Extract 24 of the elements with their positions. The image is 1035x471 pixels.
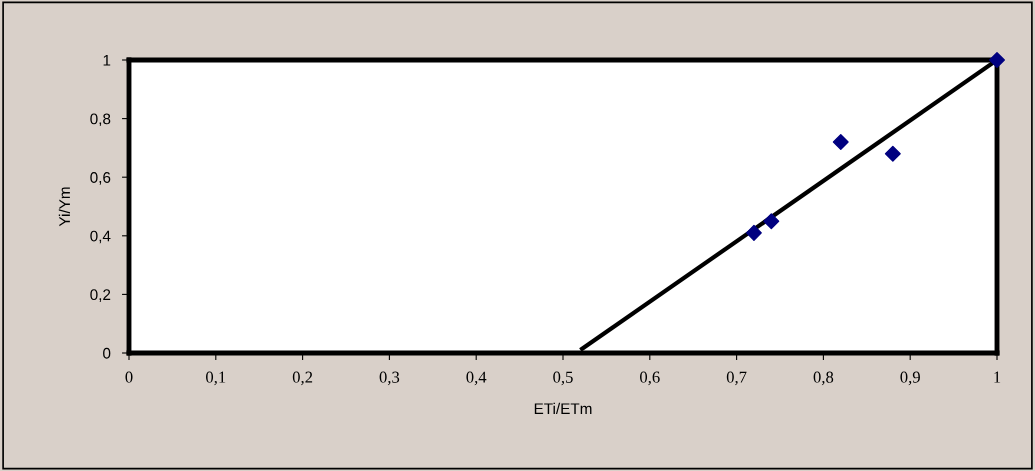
point [989,52,1005,68]
x-tick-label: 0,7 [726,371,747,386]
x-tick-label: 0,4 [466,371,487,386]
y-tick-label: 0 [103,347,111,359]
point [763,213,780,230]
y-tick-label: 1 [103,55,111,66]
x-axis-title: ETi/ETm [534,402,592,415]
y-tick-label: 0,8 [90,113,111,127]
y-tick-label: 0,2 [90,289,111,302]
x-tick-label: 0 [125,371,133,383]
x-tick-label: 0,3 [379,371,400,386]
y-tick-label: 0,4 [90,230,111,244]
x-tick-label: 1 [994,371,1001,383]
x-tick-label: 0,6 [640,371,660,386]
x-tick-label: 0,8 [813,371,834,386]
x-tick-label: 0,2 [292,371,313,386]
point [884,145,901,162]
x-tick-label: 0,9 [900,371,920,386]
point [745,224,762,241]
point [832,134,849,151]
x-tick-label: 0,5 [553,371,573,386]
y-tick-label: 0,6 [90,172,111,185]
y-axis-title: Yi/Ym [58,187,71,227]
x-tick-label: 0,1 [206,371,226,386]
